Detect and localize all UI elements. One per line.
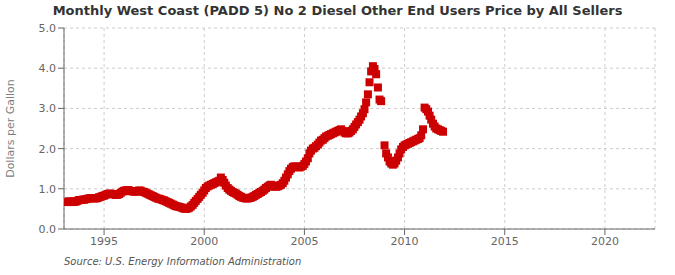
svg-text:1995: 1995 bbox=[90, 235, 118, 248]
svg-text:2020: 2020 bbox=[591, 235, 619, 248]
svg-text:5.0: 5.0 bbox=[39, 22, 57, 35]
svg-text:2005: 2005 bbox=[290, 235, 318, 248]
svg-text:2000: 2000 bbox=[190, 235, 218, 248]
svg-text:Dollars per Gallon: Dollars per Gallon bbox=[8, 79, 17, 178]
html-text:Source: U.S. Energy Informatio: Source: U.S. Energy Information Administ… bbox=[64, 256, 302, 267]
svg-text:2015: 2015 bbox=[491, 235, 519, 248]
html-text:Monthly West Coast (PADD 5) No: Monthly West Coast (PADD 5) No 2 Diesel … bbox=[52, 3, 623, 18]
svg-text:3.0: 3.0 bbox=[39, 102, 57, 115]
svg-text:0.0: 0.0 bbox=[39, 223, 57, 236]
svg-text:2010: 2010 bbox=[391, 235, 419, 248]
svg-text:1.0: 1.0 bbox=[39, 183, 57, 196]
svg-text:4.0: 4.0 bbox=[39, 62, 57, 75]
svg-text:2.0: 2.0 bbox=[39, 143, 57, 156]
